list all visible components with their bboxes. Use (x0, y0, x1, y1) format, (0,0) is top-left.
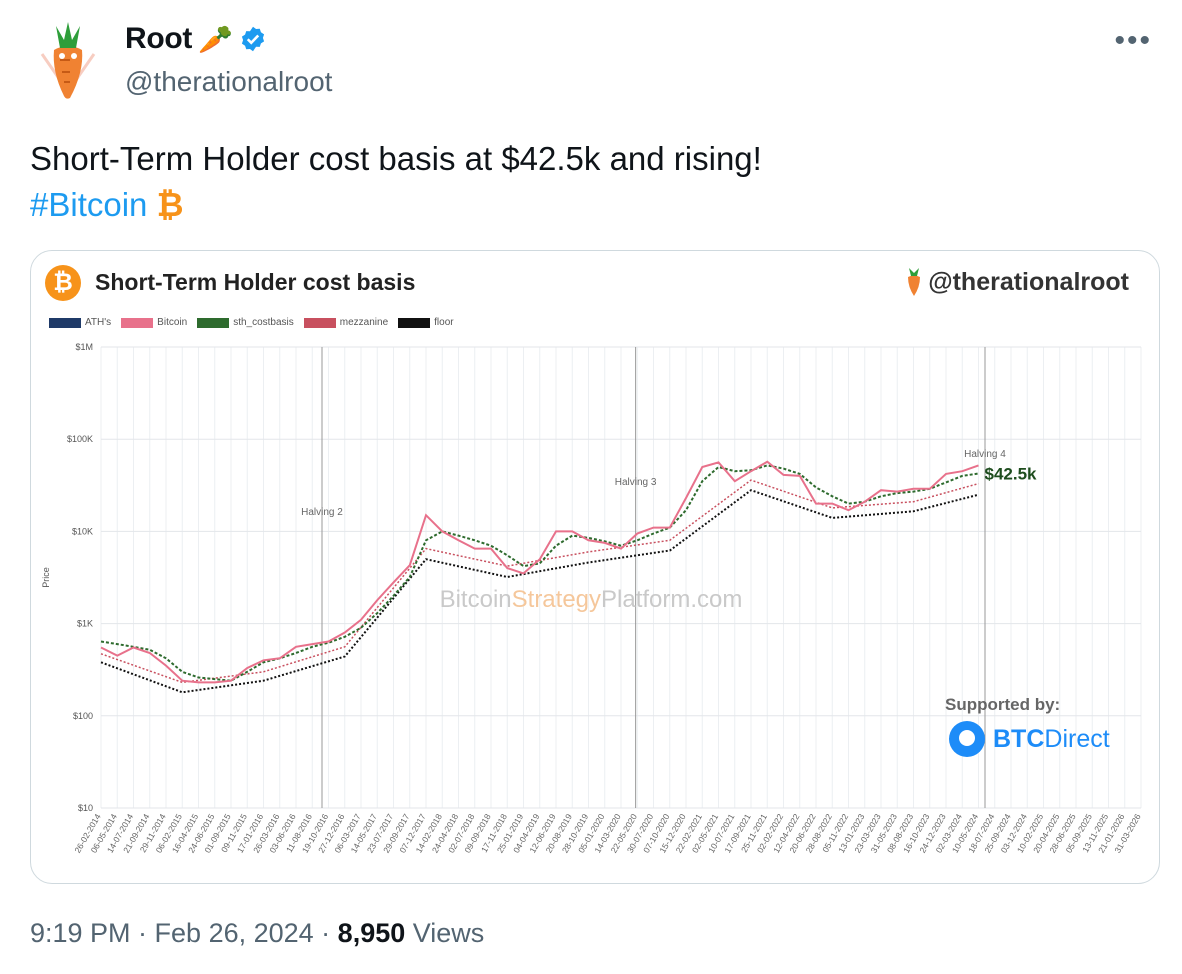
supported-by-label: Supported by: (945, 695, 1061, 714)
legend-item[interactable]: sth_costbasis (197, 317, 294, 328)
carrot-logo-icon (908, 268, 921, 296)
bitcoin-logo-icon: ₿ (45, 265, 81, 301)
btcdirect-light: Direct (1044, 724, 1110, 753)
hashtag-link[interactable]: #Bitcoin (30, 186, 148, 223)
legend-swatch (49, 317, 81, 328)
legend-swatch (398, 317, 431, 328)
watermark-part: Platform.com (601, 586, 742, 613)
legend-item[interactable]: Bitcoin (121, 317, 187, 328)
bitcoin-icon: ₿ (156, 186, 184, 223)
card-title: Short-Term Holder cost basis (95, 269, 416, 295)
value-label: $42.5k (985, 464, 1038, 483)
more-options-button[interactable]: ••• (1114, 24, 1152, 57)
legend-label: Bitcoin (157, 317, 188, 328)
series-line-floor (100, 489, 979, 694)
legend-label: ATH's (85, 317, 112, 328)
btcdirect-icon (949, 721, 985, 757)
chart: 26-02-201406-05-201414-07-201421-09-2014… (41, 342, 1143, 855)
legend-swatch (121, 317, 154, 328)
y-tick-label: $100 (73, 711, 93, 721)
tweet-meta: 9:19 PM · Feb 26, 2024 · 8,950 Views (30, 918, 484, 949)
tweet-body: Short-Term Holder cost basis at $42.5k a… (30, 140, 762, 177)
card-handle-text: @therationalroot (928, 267, 1129, 296)
legend-item[interactable]: ATH's (49, 317, 111, 328)
carrot-icon: 🥕 (198, 23, 233, 55)
y-tick-label: $10 (78, 803, 93, 813)
legend-swatch (197, 317, 230, 328)
y-tick-label: $1M (75, 342, 93, 352)
watermark-part: Bitcoin (440, 586, 512, 613)
card-handle: @therationalroot (904, 267, 1129, 297)
timestamp[interactable]: 9:19 PM · Feb 26, 2024 · (30, 918, 338, 948)
halving-label: Halving 4 (964, 449, 1006, 460)
y-axis-label: Price (41, 567, 51, 588)
btcdirect-bold: BTC (993, 724, 1045, 753)
legend-label: sth_costbasis (233, 317, 294, 328)
legend-item[interactable]: floor (398, 317, 454, 328)
legend-label: floor (434, 317, 454, 328)
legend-swatch (303, 317, 336, 328)
halving-label: Halving 2 (301, 507, 343, 518)
media-card[interactable]: ₿ Short-Term Holder cost basis @theratio… (30, 250, 1160, 884)
y-tick-label: $100K (67, 434, 93, 444)
y-tick-label: $1K (77, 619, 93, 629)
watermark-part: Strategy (512, 586, 601, 613)
halving-label: Halving 3 (615, 477, 657, 488)
chart-legend: ATH's Bitcoin sth_costbasis mezzanine floor (49, 317, 454, 328)
tweet-text: Short-Term Holder cost basis at $42.5k a… (30, 136, 762, 228)
legend-label: mezzanine (339, 317, 389, 328)
display-name[interactable]: Root (125, 22, 193, 55)
author-handle[interactable]: @therationalroot (125, 66, 333, 97)
watermark: BitcoinStrategyPlatform.com (440, 586, 743, 613)
series-line-bitcoin (100, 460, 979, 684)
series-line-mezzanine (100, 479, 979, 684)
views-label: Views (405, 918, 485, 948)
legend-item[interactable]: mezzanine (303, 317, 389, 328)
y-tick-label: $10K (72, 526, 93, 536)
verified-badge-icon (241, 26, 265, 52)
series-line-sth-costbasis (100, 464, 979, 682)
avatar[interactable] (30, 20, 106, 102)
btcdirect-logo: BTCDirect (949, 721, 1110, 757)
views-count: 8,950 (337, 918, 406, 948)
